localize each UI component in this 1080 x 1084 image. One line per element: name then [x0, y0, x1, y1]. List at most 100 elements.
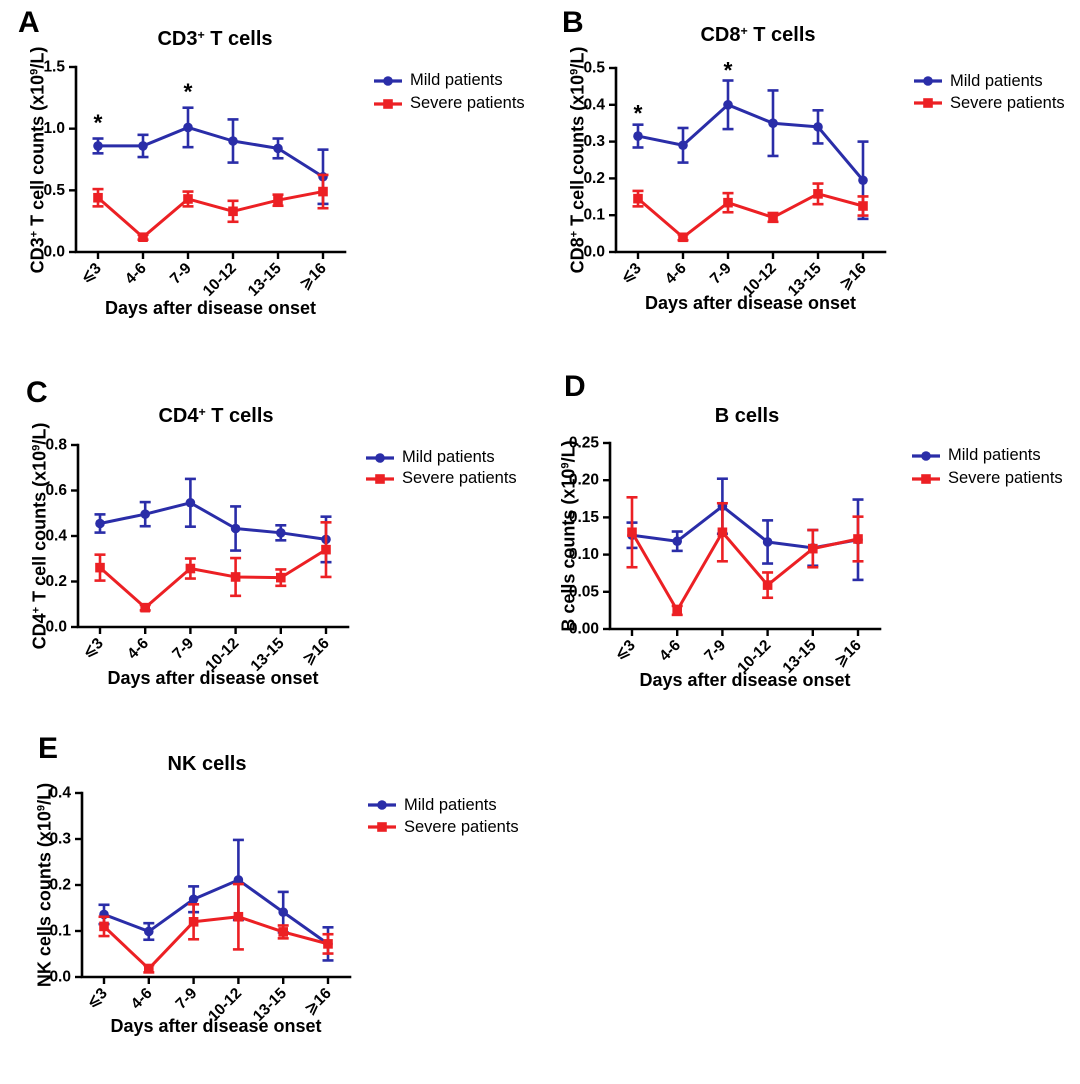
- data-point-square: [233, 911, 244, 922]
- x-axis-label: Days after disease onset: [107, 668, 319, 688]
- data-point-circle: [768, 118, 778, 128]
- x-axis-label: Days after disease onset: [644, 293, 857, 313]
- data-point-square: [762, 580, 773, 590]
- legend-label: Severe patients: [404, 817, 519, 836]
- data-point-square: [858, 201, 868, 211]
- data-point-square: [808, 543, 818, 554]
- data-point-square: [717, 527, 728, 538]
- legend-label: Severe patients: [948, 469, 1063, 487]
- x-tick-label: ⩽3: [78, 260, 106, 288]
- x-axis-label: Days after disease onset: [639, 670, 851, 690]
- y-axis-ticks: 0.0 0.1 0.2 0.3 0.4 0.5: [583, 60, 616, 261]
- data-point-circle: [678, 140, 688, 151]
- panel-letter-b: B: [562, 6, 584, 39]
- data-point-square: [183, 194, 193, 204]
- legend-nk-cells: Mild patients Severe patients: [368, 794, 519, 838]
- chart-title-cd3: CD3+ T cells: [157, 27, 273, 50]
- legend-circle-marker-icon: [374, 75, 402, 86]
- y-tick-label: 0.0: [49, 969, 71, 986]
- y-tick-label: 0.1: [49, 923, 71, 940]
- legend-item-severe-patients: Severe patients: [374, 92, 525, 115]
- series-mild-patients: [98, 838, 334, 962]
- axes: [74, 65, 347, 254]
- plot-area-b-cells: 0.000.050.100.150.200.25⩽3 4-6 7-9 10-12 13-…: [569, 435, 882, 677]
- data-point-circle: [278, 907, 289, 917]
- data-point-square: [230, 572, 241, 582]
- x-tick-label: ⩾16: [296, 260, 330, 294]
- significance-asterisk: *: [724, 57, 733, 83]
- data-point-circle: [188, 894, 199, 905]
- legend-label: Mild patients: [410, 71, 503, 89]
- panel-c-cd4-t-cells: C CD4+ T cells CD4+ T cell counts (x109/…: [0, 360, 540, 720]
- data-point-circle: [233, 875, 244, 885]
- x-tick-label: 10-12: [200, 260, 240, 300]
- legend-square-marker-icon: [368, 822, 396, 832]
- plot-area-cd8: 0.00.10.20.30.40.5⩽3 4-6 7-9 10-12 13-15 ⩾16*…: [583, 57, 887, 300]
- data-point-circle: [672, 536, 682, 547]
- data-point-square: [185, 563, 196, 574]
- data-point-square: [273, 195, 283, 205]
- x-tick-label: 4-6: [656, 637, 684, 665]
- y-tick-label: 0.6: [45, 482, 67, 499]
- legend-item-severe-patients: Severe patients: [368, 816, 519, 838]
- y-tick-label: 0.2: [583, 170, 605, 187]
- panel-e-nk-cells: E NK cells NK cells counts (x109/L) 0.0 0…: [0, 720, 540, 1084]
- data-point-circle: [813, 122, 823, 132]
- data-point-square: [678, 232, 688, 243]
- legend-label: Severe patients: [402, 469, 517, 487]
- legend-cd4: Mild patients Severe patients: [366, 447, 517, 489]
- legend-label: Severe patients: [950, 93, 1065, 112]
- panel-letter-a: A: [18, 6, 40, 39]
- x-tick-label: 7-9: [173, 985, 201, 1013]
- y-tick-label: 1.0: [43, 120, 65, 137]
- data-point-circle: [230, 523, 241, 534]
- x-tick-label: ⩾16: [836, 260, 870, 294]
- data-point-circle: [140, 509, 150, 519]
- data-point-square: [278, 927, 288, 937]
- data-point-circle: [273, 143, 283, 154]
- x-tick-label: ⩽3: [612, 637, 640, 665]
- panel-letter-c: C: [26, 376, 48, 409]
- series-severe-patients: [92, 173, 329, 242]
- data-point-square: [633, 193, 643, 204]
- legend-item-mild-patients: Mild patients: [366, 447, 517, 468]
- legend-square-marker-icon: [914, 98, 942, 108]
- series-mild-patients: [94, 477, 332, 564]
- x-tick-label: ⩾16: [831, 637, 865, 671]
- legend-label: Mild patients: [404, 795, 497, 814]
- significance-asterisk: *: [634, 100, 643, 126]
- legend-square-marker-icon: [366, 473, 394, 484]
- x-tick-label: ⩽3: [618, 260, 646, 288]
- data-point-circle: [183, 122, 193, 133]
- x-axis-label: Days after disease onset: [110, 1016, 322, 1036]
- y-tick-label: 0.1: [583, 207, 605, 224]
- data-point-square: [723, 197, 733, 208]
- data-point-circle: [276, 528, 286, 538]
- x-tick-label: 4-6: [124, 635, 152, 663]
- data-point-square: [853, 534, 863, 544]
- legend-square-marker-icon: [374, 98, 402, 109]
- legend-circle-marker-icon: [912, 450, 940, 461]
- legend-item-severe-patients: Severe patients: [914, 92, 1065, 114]
- x-tick-label: 7-9: [167, 260, 195, 288]
- x-tick-label: 7-9: [707, 260, 735, 288]
- legend-label: Mild patients: [402, 448, 495, 466]
- panel-letter-e: E: [38, 732, 59, 765]
- data-point-circle: [185, 497, 196, 508]
- y-tick-label: 0.5: [43, 182, 65, 199]
- data-point-square: [228, 206, 238, 217]
- x-axis-label: Days after disease onset: [104, 298, 317, 318]
- x-tick-label: ⩽3: [84, 985, 112, 1013]
- y-tick-label: 0.0: [45, 619, 67, 636]
- y-tick-label: 0.4: [45, 528, 67, 545]
- data-point-circle: [95, 518, 105, 529]
- legend-item-mild-patients: Mild patients: [368, 794, 519, 816]
- data-point-circle: [723, 100, 733, 110]
- data-point-square: [321, 544, 331, 555]
- y-axis-ticks: 0.0 0.2 0.4 0.6 0.8: [45, 437, 78, 636]
- y-tick-label: 0.3: [49, 831, 71, 848]
- x-tick-label: 7-9: [701, 637, 729, 665]
- series-mild-patients: [92, 106, 329, 206]
- data-point-circle: [144, 926, 154, 937]
